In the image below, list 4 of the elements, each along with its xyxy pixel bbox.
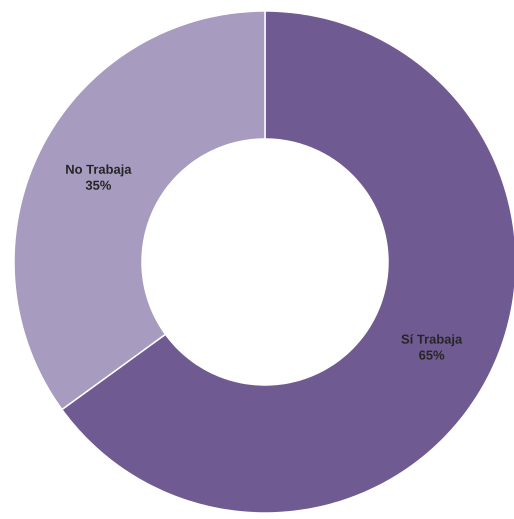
- slice-label: No Trabaja: [66, 164, 132, 176]
- data-label: 65%: [419, 350, 444, 360]
- data-label: 35%: [86, 180, 111, 190]
- slice-label: Sí Trabaja: [401, 334, 462, 346]
